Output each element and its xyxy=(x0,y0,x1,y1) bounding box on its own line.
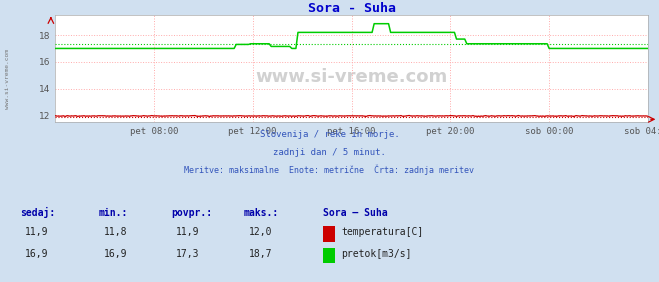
Text: Meritve: maksimalne  Enote: metrične  Črta: zadnja meritev: Meritve: maksimalne Enote: metrične Črta… xyxy=(185,165,474,175)
Text: www.si-vreme.com: www.si-vreme.com xyxy=(5,49,11,109)
Text: maks.:: maks.: xyxy=(244,208,279,218)
Text: temperatura[C]: temperatura[C] xyxy=(341,227,424,237)
Text: Sora – Suha: Sora – Suha xyxy=(323,208,387,218)
Text: 16,9: 16,9 xyxy=(24,249,48,259)
Text: Slovenija / reke in morje.: Slovenija / reke in morje. xyxy=(260,130,399,139)
Title: Sora - Suha: Sora - Suha xyxy=(308,2,395,15)
Text: 17,3: 17,3 xyxy=(176,249,200,259)
Text: 11,8: 11,8 xyxy=(103,228,127,237)
Text: 11,9: 11,9 xyxy=(24,228,48,237)
Text: pretok[m3/s]: pretok[m3/s] xyxy=(341,249,412,259)
Text: 12,0: 12,0 xyxy=(248,228,272,237)
Text: 11,9: 11,9 xyxy=(176,228,200,237)
Text: 16,9: 16,9 xyxy=(103,249,127,259)
Text: www.si-vreme.com: www.si-vreme.com xyxy=(256,68,447,86)
Text: sedaj:: sedaj: xyxy=(20,207,55,218)
Text: min.:: min.: xyxy=(99,208,129,218)
Text: zadnji dan / 5 minut.: zadnji dan / 5 minut. xyxy=(273,148,386,157)
Text: 18,7: 18,7 xyxy=(248,249,272,259)
Text: povpr.:: povpr.: xyxy=(171,208,212,218)
